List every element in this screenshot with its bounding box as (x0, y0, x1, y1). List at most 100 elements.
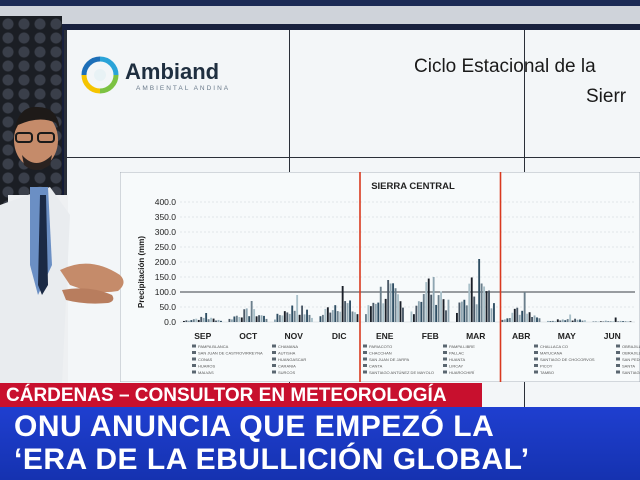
precip-bar (220, 320, 222, 322)
precip-bar (521, 310, 524, 322)
legend-swatch (192, 357, 196, 361)
precip-bar (559, 320, 562, 322)
legend-entry: SANTA (622, 364, 635, 369)
precip-bar (503, 319, 506, 322)
precip-bar (490, 308, 493, 322)
x-tick-label: MAY (558, 331, 576, 341)
x-tick-label: OCT (239, 331, 258, 341)
precip-bar (192, 319, 195, 322)
precip-bar (195, 318, 198, 322)
legend-entry: CHAMANA (278, 344, 298, 349)
precip-bar (617, 321, 620, 322)
precip-bar (629, 321, 632, 322)
legend-swatch (534, 357, 538, 361)
precip-bar (200, 316, 203, 322)
precip-bar (422, 294, 425, 322)
precip-bar (324, 308, 327, 322)
precip-bar (566, 319, 569, 322)
legend-swatch (192, 351, 196, 354)
precip-bar (612, 321, 615, 322)
precip-bar (369, 306, 372, 322)
precip-bar (265, 318, 268, 322)
precip-bar (619, 320, 622, 322)
precip-bar (382, 303, 385, 322)
precip-bar (447, 299, 450, 322)
presenter (0, 106, 124, 385)
precip-bar (473, 296, 476, 322)
legend-entry: PICOY (540, 364, 553, 369)
precip-bar (564, 320, 567, 322)
precip-bar (365, 314, 367, 322)
legend-swatch (443, 351, 447, 354)
precip-bar (574, 318, 577, 322)
precip-bar (538, 318, 541, 322)
legend-entry: PALLAC (449, 351, 464, 356)
precip-bar (561, 319, 564, 322)
precip-bar (245, 308, 248, 322)
precip-bar (394, 288, 397, 322)
precip-bar (511, 312, 514, 322)
precip-bar (410, 311, 413, 322)
y-tick-label: 250.0 (155, 242, 177, 252)
precip-bar (212, 318, 215, 322)
legend-swatch (363, 364, 367, 367)
legend-swatch (272, 370, 276, 374)
y-tick-label: 0.0 (164, 317, 176, 327)
legend-swatch (192, 370, 196, 374)
precip-bar (329, 312, 332, 322)
precip-bar (190, 320, 193, 322)
precip-bar (432, 277, 435, 322)
precip-bar (480, 283, 483, 322)
precip-bar (274, 319, 276, 322)
y-tick-label: 50.0 (159, 302, 176, 312)
y-tick-label: 300.0 (155, 227, 177, 237)
legend-swatch (192, 344, 196, 348)
precip-bar (437, 295, 440, 322)
legend-swatch (443, 357, 447, 361)
precip-bar (283, 311, 286, 322)
x-tick-label: JUN (604, 331, 621, 341)
precip-bar (230, 319, 233, 322)
precip-bar (478, 259, 481, 322)
precip-bar (215, 320, 217, 322)
legend-entry: OBRAJILL (622, 351, 640, 356)
precip-bar (185, 320, 188, 322)
precip-bar (291, 305, 294, 322)
precip-bar (367, 305, 370, 322)
ambiand-logo: Ambiand AMBIENTAL ANDINA (80, 55, 270, 100)
precip-bar (536, 317, 538, 322)
legend-entry: HUANGASCAR (278, 357, 306, 362)
legend-entry: SAN JUAN DE JARPA (369, 357, 409, 362)
precip-bar (483, 286, 486, 322)
precip-bar (579, 319, 581, 322)
x-tick-label: FEB (422, 331, 439, 341)
x-tick-label: ENE (376, 331, 394, 341)
precip-bar (351, 311, 354, 322)
precip-bar (420, 301, 423, 322)
precip-bar (321, 314, 324, 322)
precip-bar (298, 314, 301, 322)
legend-swatch (272, 357, 276, 361)
legend-swatch (616, 357, 620, 361)
precip-bar (399, 301, 402, 322)
precip-bar (260, 315, 263, 322)
ambiand-swirl-icon (81, 56, 119, 94)
x-tick-label: ABR (512, 331, 530, 341)
lower-third-name-bar (0, 383, 482, 407)
legend-entry: SAN PEDRO (622, 357, 640, 362)
legend-swatch (363, 357, 367, 361)
legend-entry: CANTA (369, 364, 383, 369)
precip-bar (326, 307, 329, 322)
logo-tagline: AMBIENTAL ANDINA (136, 85, 231, 92)
precip-bar (554, 320, 557, 322)
precip-bar (523, 292, 526, 322)
y-tick-label: 400.0 (155, 197, 177, 207)
precip-bar (240, 317, 243, 322)
precip-bar (581, 320, 584, 322)
precip-bar (389, 283, 392, 322)
precip-bar (248, 316, 251, 322)
precip-bar (602, 321, 605, 322)
legend-swatch (534, 351, 538, 354)
legend-swatch (616, 370, 620, 374)
precip-bar (493, 303, 495, 322)
